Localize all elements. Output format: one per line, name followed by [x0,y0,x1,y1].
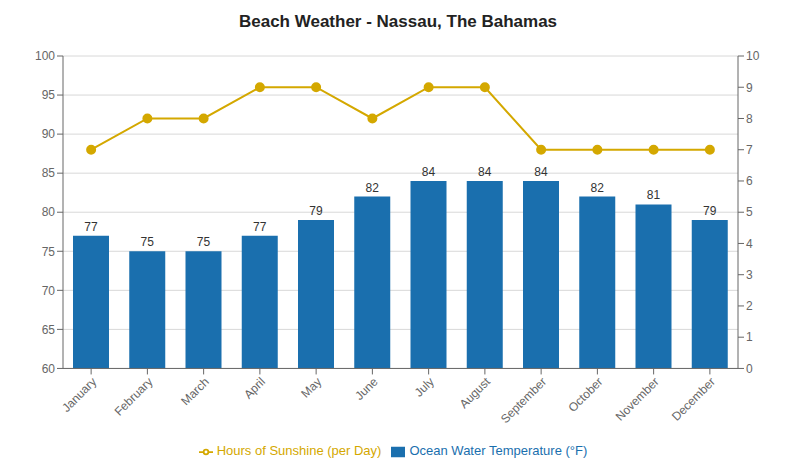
svg-text:84: 84 [478,165,492,179]
svg-text:75: 75 [42,245,56,259]
svg-text:July: July [412,375,437,400]
svg-text:77: 77 [253,220,267,234]
svg-text:0: 0 [746,362,753,376]
svg-text:March: March [178,375,211,408]
svg-text:10: 10 [746,49,760,63]
svg-text:75: 75 [141,235,155,249]
svg-text:5: 5 [746,205,753,219]
svg-text:90: 90 [42,127,56,141]
svg-text:79: 79 [309,204,323,218]
svg-text:3: 3 [746,268,753,282]
svg-text:September: September [498,375,549,426]
svg-text:84: 84 [534,165,548,179]
svg-text:November: November [613,375,662,424]
svg-text:81: 81 [647,188,661,202]
html-text:Ocean Water Temperature (°F): Ocean Water Temperature (°F) [409,443,588,459]
svg-text:1: 1 [746,330,753,344]
svg-text:100: 100 [35,49,55,63]
svg-text:82: 82 [591,181,605,195]
svg-text:85: 85 [42,166,56,180]
svg-text:6: 6 [746,174,753,188]
svg-text:70: 70 [42,284,56,298]
svg-text:80: 80 [42,205,56,219]
html-text:Beach Weather - Nassau, The Ba: Beach Weather - Nassau, The Bahamas [239,12,557,31]
svg-text:June: June [352,374,381,403]
svg-text:84: 84 [422,165,436,179]
svg-text:95: 95 [42,88,56,102]
svg-text:77: 77 [84,220,98,234]
svg-text:8: 8 [746,112,753,126]
html-text:Hours of Sunshine (per Day): Hours of Sunshine (per Day) [216,443,382,459]
svg-text:February: February [112,375,156,419]
svg-text:79: 79 [703,204,717,218]
svg-text:82: 82 [366,181,380,195]
svg-text:75: 75 [197,235,211,249]
svg-text:9: 9 [746,81,753,95]
svg-text:December: December [669,375,718,424]
svg-text:4: 4 [746,237,753,251]
svg-text:2: 2 [746,299,753,313]
svg-text:7: 7 [746,143,753,157]
svg-text:May: May [298,375,324,401]
svg-text:April: April [241,375,268,402]
svg-text:August: August [457,374,494,411]
svg-text:60: 60 [42,362,56,376]
svg-text:January: January [59,375,99,415]
svg-text:65: 65 [42,323,56,337]
svg-text:October: October [565,375,605,415]
